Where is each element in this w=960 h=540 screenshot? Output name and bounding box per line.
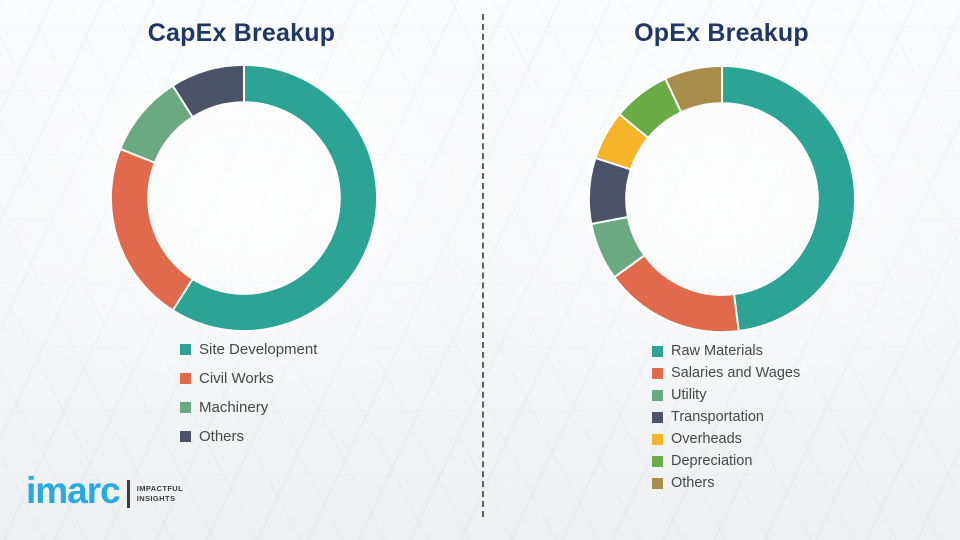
legend-label: Overheads: [671, 431, 742, 447]
legend-label: Depreciation: [671, 453, 753, 469]
logo-tagline-line1: IMPACTFUL: [136, 483, 184, 493]
legend-label: Transportation: [671, 409, 764, 425]
donut-segment-civil-works: [110, 147, 195, 312]
donut-segment-site-development: [171, 63, 379, 333]
capex-donut-chart: [110, 63, 379, 333]
legend-item-salaries-wages: Salaries and Wages: [652, 362, 800, 384]
legend-swatch: [652, 455, 663, 467]
imarc-logo: imarc IMPACTFUL INSIGHTS: [26, 472, 183, 509]
legend-label: Utility: [671, 387, 707, 403]
legend-swatch: [652, 389, 663, 401]
legend-label: Civil Works: [199, 370, 274, 387]
legend-item-machinery: Machinery: [180, 393, 317, 422]
legend-item-others-opex: Others: [652, 472, 800, 494]
legend-swatch: [652, 411, 663, 423]
legend-item-raw-materials: Raw Materials: [652, 340, 800, 362]
legend-swatch: [180, 344, 191, 355]
legend-item-civil-works: Civil Works: [180, 364, 317, 393]
legend-label: Others: [199, 428, 245, 445]
legend-label: Others: [671, 475, 715, 491]
legend-swatch: [652, 477, 663, 489]
logo-tagline-line2: INSIGHTS: [136, 493, 176, 503]
legend-swatch: [180, 402, 191, 413]
legend-label: Salaries and Wages: [671, 365, 801, 381]
capex-panel: CapEx Breakup Site Development Civil Wor…: [110, 19, 379, 451]
logo-divider-bar: [126, 479, 130, 508]
capex-title: CapEx Breakup: [147, 19, 336, 47]
vertical-dashed-divider: [482, 14, 484, 517]
opex-donut-chart: [587, 64, 857, 334]
legend-item-overheads: Overheads: [652, 428, 800, 450]
legend-label: Machinery: [199, 399, 269, 416]
donut-segment-raw-materials: [721, 64, 857, 333]
legend-item-utility: Utility: [652, 384, 800, 406]
capex-legend: Site Development Civil Works Machinery O…: [180, 335, 317, 451]
legend-item-site-development: Site Development: [180, 335, 317, 364]
opex-panel: OpEx Breakup Raw Materials Salaries and …: [483, 0, 960, 540]
legend-swatch: [652, 433, 663, 445]
opex-legend: Raw Materials Salaries and Wages Utility…: [652, 340, 800, 494]
donut-segment-others: [664, 64, 723, 114]
donut-segment-others: [171, 63, 245, 119]
legend-item-others-capex: Others: [180, 422, 317, 451]
legend-label: Raw Materials: [671, 343, 763, 359]
donut-segment-salaries-and-wages: [612, 253, 740, 334]
legend-swatch: [180, 373, 191, 384]
opex-title: OpEx Breakup: [634, 19, 809, 47]
legend-item-depreciation: Depreciation: [652, 450, 800, 472]
logo-tagline: IMPACTFUL INSIGHTS: [137, 484, 183, 504]
legend-swatch: [180, 431, 191, 442]
legend-swatch: [652, 345, 663, 357]
legend-label: Site Development: [199, 341, 318, 358]
imarc-logo-wordmark: imarc: [26, 470, 121, 511]
legend-item-transportation: Transportation: [652, 406, 800, 428]
legend-swatch: [652, 367, 663, 379]
